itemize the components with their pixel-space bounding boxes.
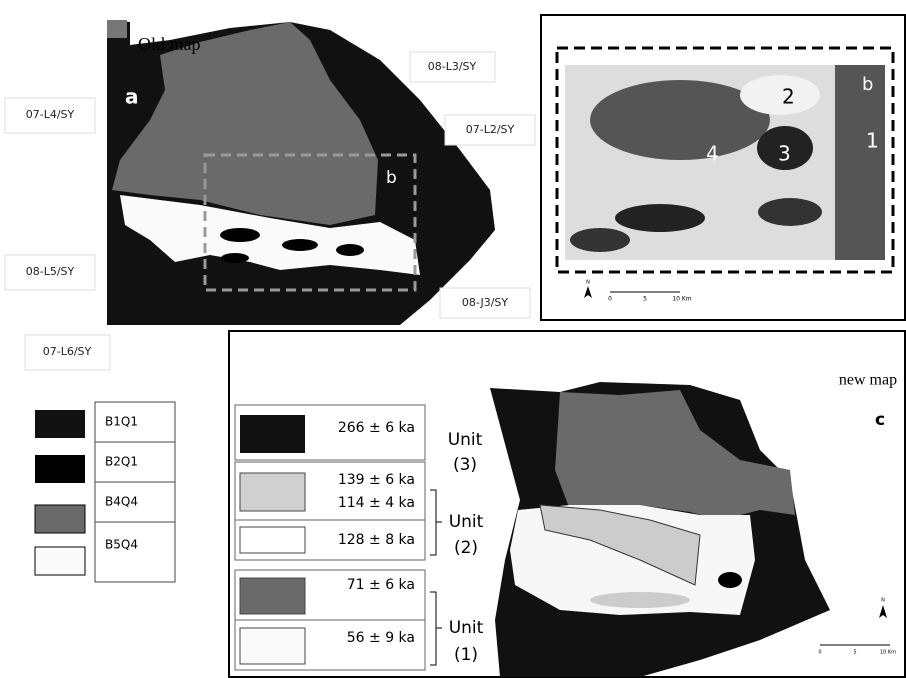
- map-patch: [718, 572, 742, 588]
- sheet-label: 07-L2/SY: [466, 123, 515, 136]
- scale-label: 10 Km: [880, 650, 896, 656]
- scale-label: 5: [853, 650, 856, 656]
- scale-label: 10 Km: [672, 296, 691, 303]
- north-arrow: [879, 605, 887, 618]
- map-patch: [590, 592, 690, 608]
- image-dark: [758, 198, 822, 226]
- unit-label: Unit: [449, 512, 484, 532]
- legend-swatch: [35, 455, 85, 483]
- inset-letter: b: [386, 168, 397, 188]
- sheet-box: [444, 114, 536, 146]
- sheet-box: [4, 254, 96, 291]
- panel-title: new map: [839, 372, 897, 389]
- panel-letter: c: [875, 410, 885, 430]
- unit-label: Unit: [449, 618, 484, 638]
- sheet-box: [439, 287, 531, 319]
- legend-label: B4Q4: [105, 495, 138, 509]
- legend-cell: [94, 521, 176, 583]
- map-region-unit1-gray: [555, 390, 795, 520]
- image-dark: [615, 204, 705, 232]
- unit-number: (3): [453, 455, 477, 475]
- image-dark: [835, 65, 885, 260]
- legend-label: B1Q1: [105, 415, 138, 429]
- sheet-label: 08-J3/SY: [462, 296, 509, 309]
- zone-label: 4: [706, 142, 719, 166]
- panel-title: Old map: [138, 34, 201, 54]
- legend-swatch: [239, 627, 306, 665]
- old-legend: B1Q1 B2Q1 B4Q4 B5Q4: [34, 401, 176, 583]
- panel-c: new map c N 0 5 10 Km 266 ± 6 ka 139 ± 6…: [228, 330, 906, 678]
- legend-swatch: [239, 526, 306, 554]
- scale-label: 5: [643, 296, 647, 303]
- inset-frame: [203, 153, 417, 292]
- panel-b: b 2 1 4 3 N 0 5 10 Km: [540, 14, 906, 321]
- age-label: 128 ± 8 ka: [338, 532, 415, 548]
- image-dark: [757, 126, 813, 170]
- sheet-box: [4, 97, 96, 134]
- legend-cell: [94, 401, 176, 443]
- sheet-label: 07-L6/SY: [43, 345, 92, 358]
- north-label: N: [586, 280, 590, 286]
- map-patch: [221, 253, 249, 263]
- zone-label: 2: [782, 85, 795, 109]
- zone-label: 1: [866, 129, 879, 153]
- legend-swatch: [240, 415, 305, 453]
- legend-swatch: [35, 410, 85, 438]
- inset-frame: [555, 46, 895, 274]
- image-dark: [570, 228, 630, 252]
- legend-label: B2Q1: [105, 455, 138, 469]
- unit-number: (1): [454, 645, 478, 665]
- age-label: 266 ± 6 ka: [338, 420, 415, 436]
- legend-cell: [94, 481, 176, 523]
- age-legend: 266 ± 6 ka 139 ± 6 ka 114 ± 4 ka 128 ± 8…: [234, 404, 426, 671]
- map-patch: [336, 244, 364, 256]
- panel-letter: b: [862, 74, 873, 95]
- image-light: [740, 75, 820, 115]
- unit-number: (2): [454, 538, 478, 558]
- legend-cell: [94, 441, 176, 483]
- legend-label: B5Q4: [105, 538, 138, 552]
- age-label: 71 ± 6 ka: [347, 577, 415, 593]
- age-label: 139 ± 6 ka: [338, 472, 415, 488]
- legend-swatch: [34, 546, 86, 576]
- legend-swatch: [34, 504, 86, 534]
- map-corner: [107, 20, 127, 38]
- north-arrow: [584, 286, 592, 298]
- scale-label: 0: [608, 296, 612, 303]
- image-dark: [590, 80, 770, 160]
- north-label: N: [881, 598, 885, 604]
- legend-swatch: [239, 472, 306, 512]
- map-region-unit2: [539, 504, 701, 586]
- sheet-label: 07-L4/SY: [26, 108, 75, 121]
- bracket: [430, 489, 442, 556]
- sheet-box: [24, 334, 111, 371]
- sheet-label: 08-L5/SY: [26, 265, 75, 278]
- panel-letter: a: [125, 85, 139, 109]
- sheet-label: 08-L3/SY: [428, 60, 477, 73]
- bracket: [430, 591, 442, 666]
- age-label: 56 ± 9 ka: [347, 630, 415, 646]
- map-region-b4q4: [112, 22, 378, 225]
- age-label: 114 ± 4 ka: [338, 495, 415, 511]
- map-patch: [220, 228, 260, 242]
- sheet-box: [409, 51, 496, 83]
- zone-label: 3: [778, 142, 791, 166]
- unit-labels: Unit (3) Unit (2) Unit (1): [430, 430, 484, 666]
- unit-label: Unit: [448, 430, 483, 450]
- scale-label: 0: [818, 650, 821, 656]
- sheet-labels: 08-L3/SY 07-L4/SY 07-L2/SY 08-L5/SY 08-J…: [4, 51, 536, 371]
- map-patch: [282, 239, 318, 251]
- panel-a: Old map a b 08-L3/SY 07-L4/SY 07-L2/SY 0…: [4, 20, 536, 371]
- legend-swatch: [239, 577, 306, 615]
